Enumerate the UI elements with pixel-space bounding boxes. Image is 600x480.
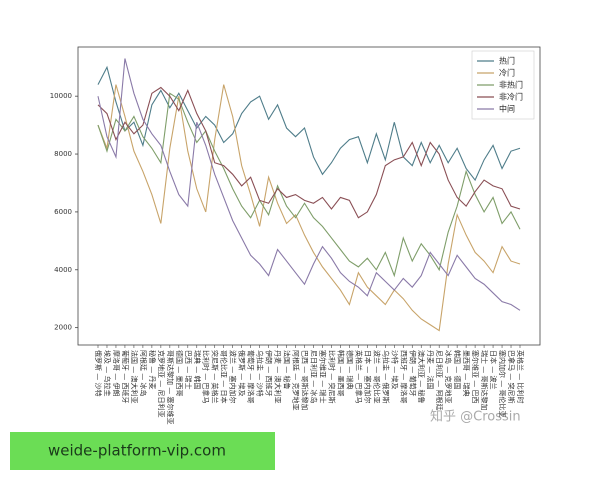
x-tick-label: 澳大利亚 — 秘鲁 — [417, 350, 426, 403]
x-tick-label: 波兰 — 哥伦比亚 — [372, 350, 381, 403]
legend-label: 热门 — [499, 56, 515, 66]
banner — [10, 432, 275, 470]
x-tick-label: 哥斯达黎加 — 塞尔维亚 — [166, 350, 175, 424]
x-tick-label: 波兰 — 塞内加尔 — [229, 350, 238, 403]
x-tick-label: 法国 — 秘鲁 — [283, 350, 292, 389]
legend-label: 冷门 — [499, 68, 515, 78]
x-tick-label: 西班牙 — 摩洛哥 — [399, 350, 408, 403]
x-tick-label: 乌拉圭 — 俄罗斯 — [381, 350, 390, 403]
x-tick-label: 巴西 — 瑞士 — [184, 350, 193, 389]
x-tick-label: 阿根廷 — 冰岛 — [139, 350, 148, 396]
x-tick-label: 伊朗 — 西班牙 — [265, 350, 274, 396]
series-line — [97, 84, 521, 332]
legend-label: 非热门 — [499, 80, 523, 90]
x-tick-label: 尼日利亚 — 冰岛 — [309, 350, 318, 403]
x-tick-label: 秘鲁 — 丹麦 — [148, 350, 157, 389]
y-tick-label: 10000 — [50, 92, 72, 100]
x-tick-label: 塞内加尔 — 哥伦比亚 — [498, 350, 507, 417]
x-tick-label: 塞尔维亚 — 巴西 — [471, 350, 480, 403]
series-line — [97, 92, 521, 278]
x-tick-label: 葡萄牙 — 西班牙 — [121, 350, 130, 403]
plot-frame — [77, 46, 541, 346]
x-tick-label: 尼日利亚 — 阿根廷 — [435, 350, 444, 410]
x-tick-label: 哥伦比亚 — 日本 — [220, 350, 229, 403]
x-tick-label: 伊朗 — 葡萄牙 — [408, 350, 417, 396]
x-tick-label: 阿根廷 — 克罗地亚 — [292, 350, 301, 410]
y-tick-label: 2000 — [54, 324, 72, 332]
x-tick-label: 葡萄牙 — 摩洛哥 — [247, 350, 256, 403]
x-tick-label: 冰岛 — 克罗地亚 — [444, 350, 453, 403]
x-tick-label: 克罗地亚 — 尼日利亚 — [157, 350, 166, 417]
x-tick-label: 摩洛哥 — 伊朗 — [112, 350, 121, 396]
x-tick-label: 日本 — 塞内加尔 — [363, 350, 372, 403]
x-tick-label: 墨西哥 — 瑞典 — [462, 350, 471, 396]
series-line — [97, 86, 521, 219]
x-tick-label: 突尼斯 — 英格兰 — [211, 350, 220, 403]
x-tick-label: 丹麦 — 法国 — [426, 350, 435, 389]
x-tick-label: 俄罗斯 — 沙特 — [94, 350, 103, 396]
x-tick-label: 沙特 — 埃及 — [390, 350, 399, 389]
x-tick-label: 丹麦 — 澳大利亚 — [274, 350, 283, 403]
legend-label: 中间 — [499, 104, 515, 114]
x-tick-label: 巴西 — 哥斯达黎加 — [301, 350, 310, 410]
x-tick-label: 韩国 — 墨西哥 — [336, 350, 345, 396]
x-tick-label: 比利时 — 突尼斯 — [327, 350, 336, 403]
x-tick-label: 乌拉圭 — 沙特 — [256, 350, 265, 396]
x-tick-label: 埃及 — 乌拉圭 — [103, 350, 112, 396]
x-tick-label: 比利时 — 巴拿马 — [202, 350, 211, 403]
x-tick-label: 瑞典 — 韩国 — [193, 350, 202, 389]
x-tick-label: 俄罗斯 — 埃及 — [238, 350, 247, 396]
series-line — [97, 58, 521, 311]
x-tick-label: 英格兰 — 比利时 — [516, 350, 525, 403]
x-tick-label: 法国 — 澳大利亚 — [130, 350, 139, 403]
y-tick-label: 4000 — [54, 266, 72, 274]
legend-label: 非冷门 — [499, 92, 523, 102]
x-tick-label: 瑞士 — 哥斯达黎加 — [480, 350, 489, 410]
watermark: 知乎 @Crossin — [430, 409, 521, 425]
x-tick-label: 德国 — 瑞典 — [345, 350, 354, 389]
banner-text: weide-platform-vip.com — [48, 442, 226, 460]
x-tick-label: 英格兰 — 巴拿马 — [354, 350, 363, 403]
x-tick-label: 韩国 — 德国 — [453, 350, 462, 389]
x-tick-label: 德国 — 墨西哥 — [175, 350, 184, 396]
x-tick-label: 塞尔维亚 — 瑞士 — [318, 350, 327, 403]
x-tick-label: 巴拿马 — 突尼斯 — [507, 350, 516, 403]
x-tick-label: 日本 — 波兰 — [489, 350, 498, 389]
y-tick-label: 8000 — [54, 150, 72, 158]
y-tick-label: 6000 — [54, 208, 72, 216]
